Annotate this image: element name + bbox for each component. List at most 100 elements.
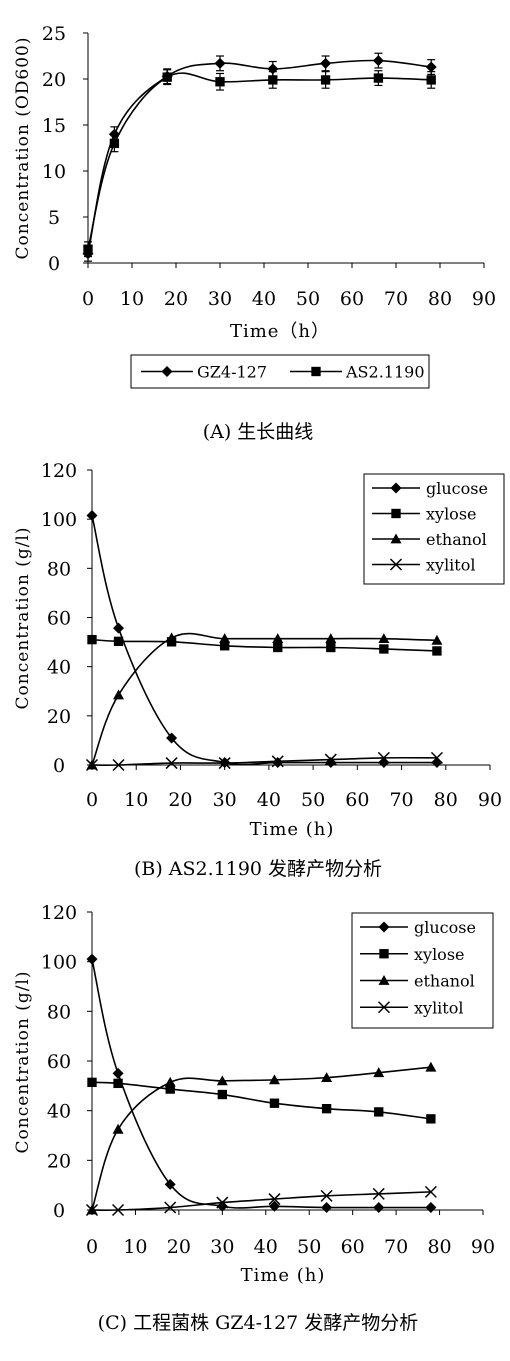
- series-xylitol: [85, 751, 443, 772]
- data-point: [432, 646, 442, 656]
- x-tick-label: 10: [120, 288, 144, 310]
- marker-stroke: [85, 1203, 99, 1217]
- data-point: [112, 1067, 124, 1079]
- series-line: [87, 72, 432, 250]
- data-point: [271, 755, 284, 768]
- data-point: [112, 1203, 125, 1217]
- data-point: [273, 642, 283, 653]
- y-tick-label: 120: [41, 460, 77, 482]
- y-tick-label: 0: [53, 755, 65, 777]
- y-tick-label: 20: [47, 706, 71, 728]
- legend-marker: [377, 1001, 391, 1014]
- data-point: [269, 1098, 280, 1108]
- y-tick-label: 100: [41, 509, 77, 531]
- legend-label: xylitol: [414, 998, 463, 1017]
- data-point: [379, 644, 389, 654]
- legend-item: glucose: [360, 918, 476, 937]
- marker-stroke: [324, 753, 337, 766]
- legend-item: xylose: [372, 505, 477, 524]
- data-point: [268, 1193, 281, 1206]
- legend-marker: [389, 558, 403, 571]
- data-point: [321, 1104, 332, 1114]
- data-point: [430, 751, 443, 764]
- x-tick-label: 70: [384, 288, 408, 310]
- data-point: [431, 634, 443, 645]
- series-line: [91, 1191, 431, 1211]
- y-tick-label: 40: [47, 657, 71, 679]
- y-axis-label: Concentration (g/l): [13, 527, 33, 710]
- x-tick-label: 80: [434, 789, 458, 811]
- data-point: [113, 1078, 123, 1089]
- data-point: [268, 75, 278, 85]
- legend-marker: [391, 508, 401, 519]
- data-point: [320, 75, 331, 85]
- data-point: [374, 1107, 384, 1117]
- legend-marker: [161, 366, 173, 377]
- data-point: [164, 1076, 176, 1087]
- legend-item: AS2.1190: [290, 363, 425, 382]
- data-point: [219, 641, 230, 651]
- data-point: [268, 1074, 280, 1085]
- x-tick-label: 40: [254, 1236, 278, 1258]
- legend-label: xylose: [426, 505, 477, 524]
- data-point: [112, 1123, 124, 1134]
- legend-label: ethanol: [414, 972, 475, 991]
- data-point: [166, 632, 178, 643]
- data-point: [217, 1089, 228, 1100]
- x-tick-label: 20: [164, 288, 188, 310]
- data-point: [218, 757, 231, 770]
- y-tick-label: 25: [42, 23, 66, 45]
- data-point: [164, 1201, 177, 1214]
- legend-label: GZ4-127: [197, 363, 267, 382]
- marker-stroke: [377, 751, 390, 764]
- marker-stroke: [320, 1189, 333, 1202]
- data-point: [87, 1077, 97, 1088]
- data-point: [272, 757, 284, 769]
- data-point: [425, 1202, 437, 1214]
- data-point: [165, 757, 178, 770]
- data-point: [216, 1196, 229, 1209]
- x-tick-label: 0: [82, 288, 94, 310]
- legend-item: xylitol: [360, 998, 463, 1017]
- marker-stroke: [112, 1203, 125, 1217]
- data-point: [321, 1202, 333, 1214]
- data-point: [86, 509, 98, 521]
- x-tick-label: 80: [428, 288, 452, 310]
- data-point: [372, 55, 384, 67]
- x-tick-label: 60: [345, 789, 369, 811]
- data-point: [272, 633, 284, 644]
- x-tick-label: 60: [340, 288, 364, 310]
- x-tick-label: 10: [123, 1236, 147, 1258]
- x-tick-label: 50: [297, 1236, 321, 1258]
- data-point: [425, 1061, 437, 1072]
- y-tick-label: 20: [47, 1150, 71, 1172]
- series-xylose: [87, 1077, 436, 1124]
- data-point: [320, 1189, 333, 1202]
- data-point: [378, 633, 390, 644]
- y-tick-label: 100: [41, 952, 77, 974]
- legend-item: xylitol: [372, 556, 475, 575]
- marker-stroke: [372, 1187, 385, 1200]
- marker-stroke: [216, 1196, 229, 1209]
- y-tick-label: 0: [53, 1200, 65, 1222]
- data-point: [373, 1067, 385, 1078]
- legend-item: GZ4-127: [141, 363, 267, 382]
- x-tick-label: 40: [252, 288, 276, 310]
- x-tick-label: 0: [86, 789, 98, 811]
- data-point: [320, 57, 332, 69]
- data-point: [85, 758, 99, 772]
- data-point: [112, 758, 125, 772]
- x-tick-label: 70: [389, 789, 413, 811]
- data-point: [425, 61, 437, 73]
- chart-panel-a: 0 5 10 15 20 25 0 10 20 30 40 50 60 70 80 90 Time（h） Conc…: [13, 23, 496, 443]
- x-tick-label: 30: [213, 789, 237, 811]
- y-tick-label: 20: [42, 69, 66, 91]
- x-tick-label: 20: [168, 789, 192, 811]
- marker-stroke: [389, 558, 403, 571]
- legend-item: ethanol: [360, 972, 475, 991]
- legend-marker: [379, 949, 389, 959]
- series-xylitol: [85, 1185, 437, 1217]
- x-tick-label: 40: [257, 789, 281, 811]
